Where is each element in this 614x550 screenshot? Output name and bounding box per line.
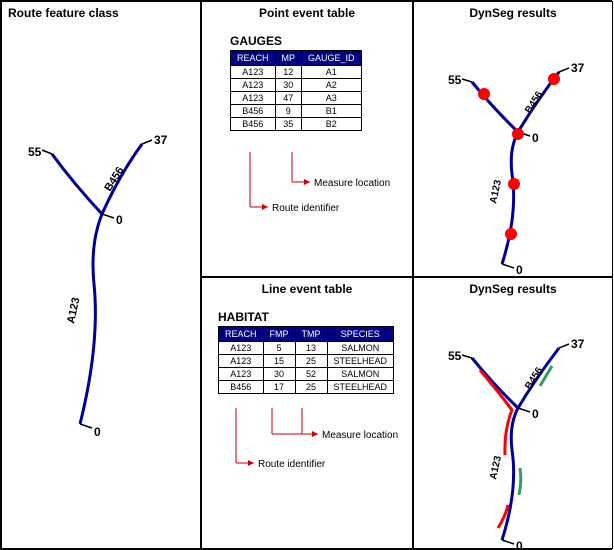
habitat-callouts: Measure location Route identifier (202, 408, 412, 498)
svg-text:0: 0 (532, 407, 539, 421)
panel-dyn2-title: DynSeg results (414, 278, 612, 300)
point-a2 (508, 178, 520, 190)
panel-route-title: Route feature class (2, 2, 200, 24)
point-b2 (548, 73, 560, 85)
svg-text:0: 0 (516, 263, 523, 274)
panel-point-title: Point event table (202, 2, 412, 24)
dyn1-svg: 55 37 0 0 A123 B456 (414, 24, 612, 274)
panel-line-title: Line event table (202, 278, 412, 300)
habitat-title: HABITAT (202, 310, 412, 324)
point-a1 (505, 228, 517, 240)
gauges-callouts: Measure location Route identifier (202, 152, 412, 232)
habitat-table: REACH FMP TMP SPECIES A123513SALMON A123… (218, 326, 394, 394)
seg-salmon-2 (480, 370, 512, 455)
panel-dyn2: DynSeg results 55 37 0 0 A123 B456 (413, 277, 613, 549)
label-55: 55 (28, 145, 42, 159)
panel-dyn1: DynSeg results 55 37 0 0 A123 B456 (413, 1, 613, 277)
seg-steel-1 (519, 468, 521, 495)
callout-route: Route identifier (272, 203, 340, 214)
panel-dyn1-title: DynSeg results (414, 2, 612, 24)
panel-route: Route feature class 55 37 0 0 A123 B456 (1, 1, 201, 549)
label-a123: A123 (65, 296, 82, 324)
dyn2-svg: 55 37 0 0 A123 B456 (414, 300, 612, 549)
svg-text:37: 37 (571, 337, 585, 351)
gauges-h0: REACH (231, 51, 276, 66)
svg-text:A123: A123 (488, 179, 504, 205)
gauges-h2: GAUGE_ID (302, 51, 362, 66)
svg-text:55: 55 (448, 349, 462, 363)
label-0b: 0 (94, 425, 101, 439)
gauges-h1: MP (275, 51, 302, 66)
svg-text:Route identifier: Route identifier (258, 459, 326, 470)
svg-text:A123: A123 (488, 455, 504, 481)
callout-measure: Measure location (314, 178, 390, 189)
svg-text:0: 0 (516, 539, 523, 549)
gauges-table: REACH MP GAUGE_ID A12312A1 A12330A2 A123… (230, 50, 362, 131)
svg-text:37: 37 (571, 61, 585, 75)
svg-text:55: 55 (448, 73, 462, 87)
label-0a: 0 (116, 213, 123, 227)
gauges-title: GAUGES (202, 34, 412, 48)
svg-text:0: 0 (532, 131, 539, 145)
point-b1 (478, 88, 490, 100)
label-b456: B456 (102, 165, 126, 194)
label-37: 37 (154, 133, 168, 147)
point-a3 (512, 128, 524, 140)
panel-point: Point event table GAUGES REACH MP GAUGE_… (201, 1, 413, 277)
diagram-grid: Route feature class 55 37 0 0 A123 B456 … (0, 0, 612, 550)
route-svg: 55 37 0 0 A123 B456 (2, 24, 200, 544)
panel-line: Line event table HABITAT REACH FMP TMP S… (201, 277, 413, 549)
svg-text:Measure location: Measure location (322, 430, 398, 441)
